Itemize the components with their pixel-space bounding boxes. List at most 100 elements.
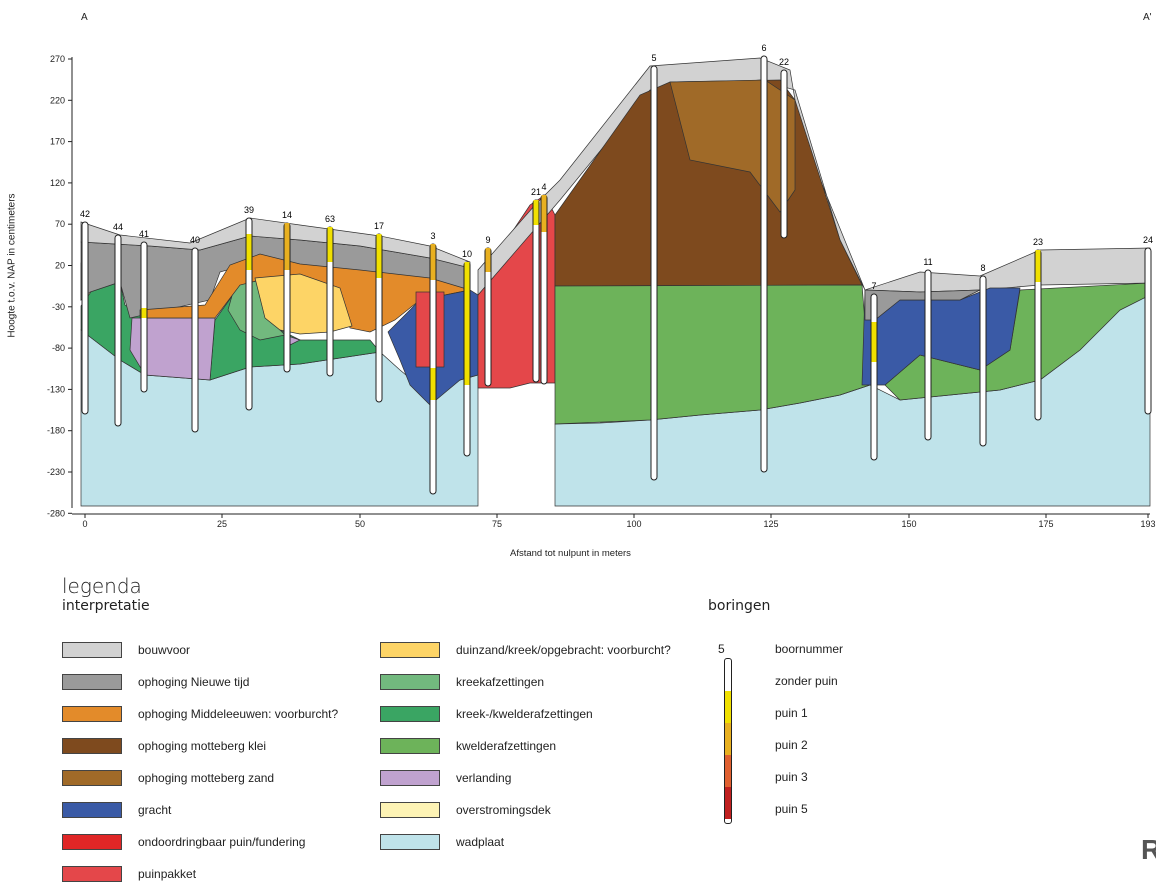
boring-11[interactable]: 11 [923,257,933,441]
legend-item: duinzand/kreek/opgebracht: voorburcht? [380,634,671,666]
legend-swatch [380,642,440,658]
borings: 42 44 41 40 39 14 63 17 3 10 9 21 4 5 6 22 7 11 8 23 24 [80,43,1153,495]
boring-5[interactable]: 5 [650,53,658,481]
boring-14[interactable]: 14 [282,210,292,373]
legend-boring-number-symbol: 5 [718,642,725,656]
legend-tube-segment [725,691,731,723]
boring-4[interactable]: 4 [540,182,548,385]
x-axis-ticks: 0 25 50 75 100 125 150 175 193 [82,514,1156,529]
legend-label: duinzand/kreek/opgebracht: voorburcht? [456,643,671,657]
legend-label: wadplaat [456,835,505,849]
y-tick-label: -80 [52,343,65,353]
boring-tube [81,221,89,415]
boring-44[interactable]: 44 [113,222,123,427]
legend-label: ophoging Nieuwe tijd [138,675,250,689]
legend-item: verlanding [380,762,671,794]
y-tick-label: 20 [55,261,65,271]
boring-number: 11 [923,257,932,267]
y-axis-ticks: 270 220 170 120 70 20 -30 -80 -130 -180 -230 -280 [47,54,72,518]
legend-label: overstromingsdek [456,803,551,817]
boring-23[interactable]: 23 [1033,237,1043,421]
legend-label: kwelderafzettingen [456,739,557,753]
boring-number: 23 [1033,237,1043,247]
legend-label: kreek-/kwelderafzettingen [456,707,593,721]
boring-tube [760,55,768,473]
boring-puin-segment [871,322,877,362]
boring-6[interactable]: 6 [760,43,768,473]
boring-17[interactable]: 17 [374,221,384,403]
y-tick-label: -230 [47,467,65,477]
y-tick-label: -30 [52,302,65,312]
legend-label: ophoging motteberg zand [138,771,275,785]
legend-tube-segment [725,755,731,787]
legend-label: ophoging motteberg klei [138,739,267,753]
boring-number: 7 [871,281,876,291]
y-tick-label: 220 [50,95,65,105]
boring-40[interactable]: 40 [190,235,200,433]
boring-tube [780,69,788,239]
boring-42[interactable]: 42 [80,209,90,415]
boring-number: 5 [651,53,656,63]
boring-41[interactable]: 41 [139,229,149,393]
legend-title: legenda [62,574,142,598]
boring-puin-segment [430,244,436,280]
boring-tube [924,269,932,441]
boring-7[interactable]: 7 [870,281,878,461]
boring-22[interactable]: 22 [779,57,789,239]
y-tick-label: 270 [50,54,65,64]
x-tick-label: 50 [355,519,365,529]
legend-item: wadplaat [380,826,671,858]
legend-swatch [380,738,440,754]
legend-interpretatie-col2: duinzand/kreek/opgebracht: voorburcht? kr… [380,634,671,858]
publisher-logo: R [1141,834,1156,865]
legend-boring-label: puin 2 [775,738,808,752]
legend-item: ophoging Nieuwe tijd [62,666,338,698]
legend-interpretatie-col1: bouwvoor ophoging Nieuwe tijd ophoging Mid… [62,634,338,890]
boring-tube [650,65,658,481]
boring-puin-segment [533,200,539,225]
boring-tube [114,234,122,427]
legend-boring-label: puin 1 [775,706,808,720]
legend-interpretatie-title: interpretatie [62,598,150,614]
boring-number: 4 [541,182,546,192]
legend-item: kreek-/kwelderafzettingen [380,698,671,730]
y-tick-label: 120 [50,178,65,188]
boring-39[interactable]: 39 [244,205,254,411]
boring-3[interactable]: 3 [429,231,437,495]
boring-number: 14 [282,210,292,220]
boring-puin-segment [141,308,147,318]
boring-number: 40 [190,235,200,245]
legend-label: puinpakket [138,867,197,881]
legend-item: bouwvoor [62,634,338,666]
boring-9[interactable]: 9 [484,235,492,387]
boring-tube [979,275,987,447]
y-axis-label: Hoogte t.o.v. NAP in centimeters [6,193,18,338]
y-tick-label: 70 [55,219,65,229]
boring-puin-segment [376,234,382,278]
legend-swatch [62,866,122,882]
boring-21[interactable]: 21 [531,187,541,383]
layer-middeleeuwen [139,253,471,333]
boring-puin-segment [246,234,252,270]
y-tick-label: -130 [47,384,65,394]
legend-label: bouwvoor [138,643,191,657]
boring-number: 6 [761,43,766,53]
boring-10[interactable]: 10 [462,249,472,457]
legend-label: ophoging Middeleeuwen: voorburcht? [138,707,339,721]
legend-swatch [380,802,440,818]
legend-swatch [62,834,122,850]
legend-label: verlanding [456,771,512,785]
boring-63[interactable]: 63 [325,214,335,377]
boring-number: 3 [430,231,435,241]
boring-8[interactable]: 8 [979,263,987,447]
legend-boring-label: boornummer [775,642,844,656]
boring-24[interactable]: 24 [1143,235,1153,415]
x-tick-label: 0 [82,519,87,529]
legend-swatch [380,706,440,722]
boring-tube [870,293,878,461]
legend-item: ondoordringbaar puin/fundering [62,826,338,858]
legend-label: gracht [138,803,172,817]
boring-number: 22 [779,57,789,67]
legend-tube-segment [725,723,731,755]
